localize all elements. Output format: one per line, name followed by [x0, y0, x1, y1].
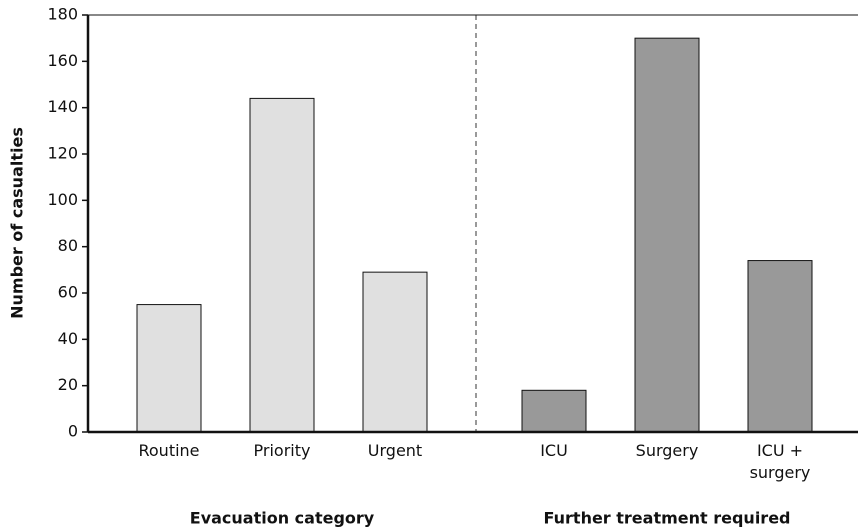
y-tick-label: 180: [47, 5, 78, 24]
x-tick-label: ICU + surgery: [749, 441, 811, 482]
x-tick-label-box: Urgent: [367, 441, 423, 460]
y-tick-label: 140: [47, 97, 78, 116]
x-tick-label: ICU: [540, 441, 568, 460]
bar: [136, 304, 202, 433]
y-tick-label: 20: [58, 375, 78, 394]
group-label: Further treatment required: [544, 509, 791, 528]
y-tick-label: 160: [47, 51, 78, 70]
y-tick-label: 100: [47, 190, 78, 209]
y-tick-label: 120: [47, 144, 78, 163]
x-tick-label: Priority: [253, 441, 311, 460]
y-tick-label: 40: [58, 329, 78, 348]
y-tick-label: 0: [68, 422, 78, 441]
x-tick-label: Routine: [138, 441, 200, 460]
x-tick-label-box: ICU: [540, 441, 568, 460]
x-tick-label-box: Priority: [253, 441, 311, 460]
x-tick-label-box: ICU + surgery: [749, 441, 811, 482]
y-tick-label: 60: [58, 283, 78, 302]
x-tick-label: Surgery: [635, 441, 699, 460]
x-tick-label: Urgent: [367, 441, 423, 460]
bar: [747, 260, 813, 433]
bar: [634, 37, 700, 433]
bar: [521, 389, 587, 433]
y-tick-label: 80: [58, 236, 78, 255]
x-tick-label-box: Surgery: [635, 441, 699, 460]
y-axis-label: Number of casualties: [8, 127, 27, 319]
bar: [249, 97, 315, 433]
bar: [362, 271, 428, 433]
group-label: Evacuation category: [190, 509, 375, 528]
x-tick-label-box: Routine: [138, 441, 200, 460]
